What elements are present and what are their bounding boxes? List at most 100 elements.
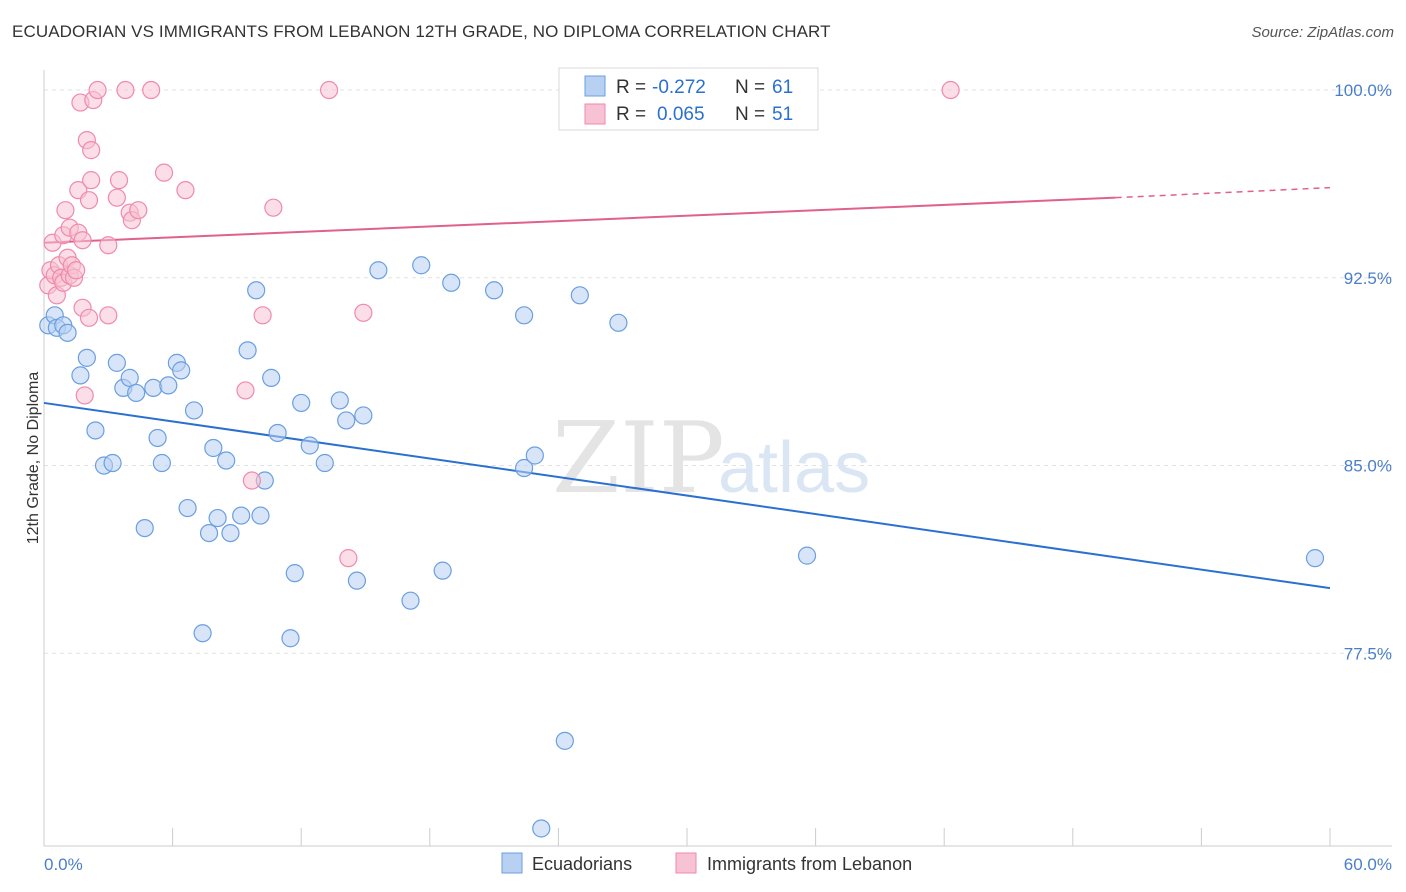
ecuadorian-point-14 [135, 518, 154, 538]
ecuadorian-point-6 [77, 348, 96, 367]
ecuadorian-point-10 [107, 353, 126, 372]
ecuadorian-point-40 [315, 453, 334, 473]
stat-r-label-1: R = [616, 77, 646, 98]
ecuadorian-point-12 [120, 368, 139, 387]
ecuadorian-point-9 [103, 453, 122, 473]
ecuadorian-point-34 [262, 368, 281, 387]
ecuadorian-point-29 [232, 506, 251, 525]
stat-r-label-2: R = [616, 104, 646, 125]
source-label: Source: ZipAtlas.com [1251, 24, 1394, 41]
ecuadorian-point-55 [555, 731, 574, 750]
lebanon-point-33 [116, 80, 135, 100]
bottom-legend-swatch-lebanon [675, 852, 697, 874]
bottom-legend-label-lebanon: Immigrants from Lebanon [707, 854, 912, 874]
lebanon-point-47 [941, 80, 960, 100]
ecuadorian-point-23 [193, 624, 212, 643]
y-tick-label-0: 77.5% [1344, 644, 1392, 663]
lebanon-point-26 [82, 171, 101, 190]
stat-n-value-2: 51 [772, 104, 793, 125]
lebanon-point-45 [339, 549, 358, 568]
lebanon-point-23 [79, 191, 99, 210]
ecuadorian-point-52 [515, 458, 534, 478]
ecuadorian-point-56 [570, 286, 589, 305]
ecuadorian-point-50 [485, 281, 504, 300]
trend-line-1 [43, 196, 1116, 244]
y-tick-labels: 77.5% 85.0% 92.5% 100.0% [1334, 81, 1392, 663]
watermark-zip: ZIP [552, 402, 725, 516]
lebanon-point-31 [107, 188, 126, 207]
lebanon-point-9 [56, 201, 75, 220]
lebanon-point-29 [99, 236, 118, 255]
ecuadorian-point-22 [184, 401, 204, 420]
y-axis-label: 12th Grade, No Diploma [25, 372, 42, 545]
lebanon-point-28 [88, 80, 107, 100]
lebanon-point-19 [73, 231, 92, 250]
data-points [39, 80, 1325, 838]
lebanon-point-42 [253, 306, 272, 325]
lebanon-point-37 [142, 80, 161, 100]
lebanon-point-40 [236, 381, 255, 400]
ecuadorian-point-27 [217, 451, 236, 470]
ecuadorian-point-59 [1305, 549, 1325, 568]
ecuadorian-point-43 [347, 571, 367, 590]
bottom-legend-label-ecuadorians: Ecuadorians [532, 854, 632, 874]
ecuadorian-point-54 [532, 819, 551, 838]
y-tick-label-3: 100.0% [1334, 81, 1392, 100]
trend-line-dashed-1 [1115, 186, 1331, 199]
lebanon-point-36 [129, 201, 148, 220]
lebanon-point-30 [99, 306, 118, 325]
x-tick-label-1: 60.0% [1344, 855, 1392, 874]
lebanon-point-39 [176, 181, 195, 200]
ecuadorian-point-25 [204, 438, 223, 458]
bottom-legend-swatch-ecuadorians [501, 852, 523, 874]
ecuadorian-point-30 [238, 341, 257, 360]
ecuadorian-point-26 [208, 508, 227, 528]
ecuadorian-point-7 [86, 421, 105, 440]
lebanon-point-21 [75, 386, 94, 405]
lebanon-point-43 [264, 198, 283, 217]
ecuadorian-point-45 [369, 261, 388, 280]
ecuadorian-point-53 [525, 446, 544, 465]
ecuadorian-point-48 [433, 561, 452, 580]
ecuadorian-point-18 [159, 376, 178, 395]
stat-n-label-2: N = [735, 104, 765, 125]
ecuadorian-point-16 [148, 428, 167, 448]
ecuadorian-point-57 [609, 313, 628, 332]
x-tick-label-0: 0.0% [44, 855, 83, 874]
lebanon-point-25 [82, 141, 101, 160]
ecuadorian-point-37 [285, 564, 304, 583]
stat-n-label-1: N = [735, 77, 765, 98]
ecuadorian-point-46 [401, 591, 420, 610]
ecuadorian-point-13 [127, 383, 146, 403]
ecuadorian-point-20 [172, 361, 191, 380]
lebanon-point-15 [67, 261, 86, 280]
legend-swatch-ecuadorians [584, 75, 606, 97]
trend-lines [43, 186, 1331, 590]
stats-legend: R = -0.272 N = 61 R = 0.065 N = 51 [558, 67, 819, 131]
lebanon-point-24 [79, 308, 99, 327]
ecuadorian-point-41 [330, 391, 349, 410]
legend-swatch-lebanon [584, 103, 606, 125]
stat-n-value-1: 61 [772, 77, 793, 98]
x-tick-labels: 0.0% 60.0% [44, 855, 1392, 874]
stat-r-value-2: 0.065 [657, 104, 705, 125]
ecuadorian-point-15 [144, 378, 163, 398]
ecuadorian-point-4 [58, 323, 77, 342]
ecuadorian-point-49 [442, 273, 461, 292]
ecuadorian-point-31 [247, 281, 266, 300]
ecuadorian-point-28 [221, 523, 240, 543]
lebanon-point-38 [154, 163, 174, 182]
y-tick-label-1: 85.0% [1344, 457, 1392, 476]
ecuadorian-point-58 [797, 546, 817, 565]
ecuadorian-point-39 [300, 436, 319, 455]
ecuadorian-point-17 [152, 453, 171, 473]
stat-r-value-1: -0.272 [652, 77, 706, 98]
ecuadorian-point-44 [354, 406, 373, 425]
ecuadorian-point-24 [199, 523, 219, 543]
ecuadorian-point-35 [268, 423, 287, 443]
grid-lines [44, 89, 1392, 654]
chart-title: ECUADORIAN VS IMMIGRANTS FROM LEBANON 12… [12, 22, 831, 41]
bottom-legend: Ecuadorians Immigrants from Lebanon [501, 852, 912, 874]
ecuadorian-point-36 [281, 629, 300, 648]
